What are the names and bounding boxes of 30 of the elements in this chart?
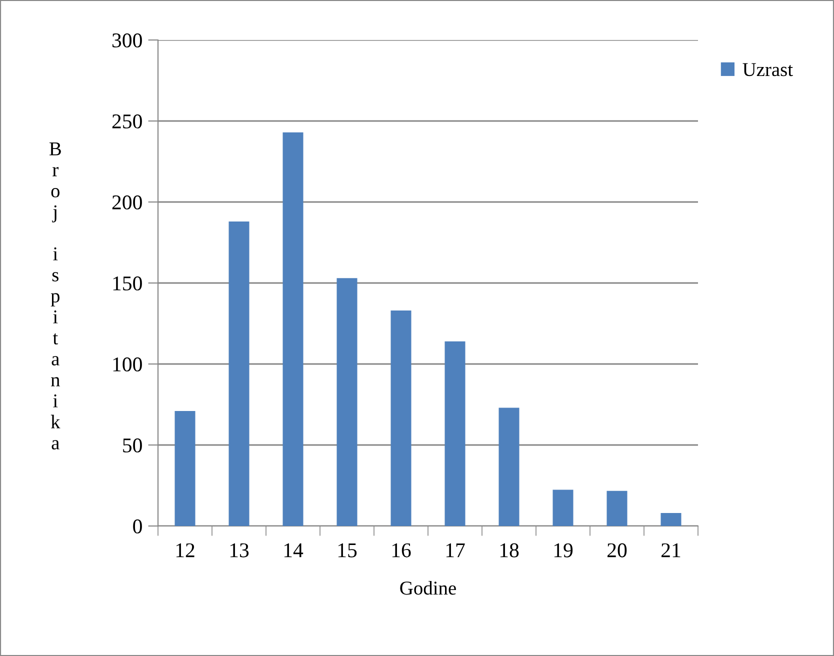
y-tick-label: 50 — [123, 438, 142, 452]
legend-label: Uzrast — [742, 63, 793, 76]
x-tick-label: 19 — [554, 543, 573, 558]
y-tick-label: 0 — [133, 519, 142, 534]
x-tick-label: 14 — [284, 543, 304, 558]
x-tick-label: 21 — [662, 543, 680, 558]
bar — [282, 132, 304, 526]
x-tick-label: 16 — [392, 543, 411, 558]
bar — [660, 513, 682, 526]
y-tick-label: 300 — [112, 33, 142, 48]
x-tick-label: 15 — [338, 543, 357, 558]
x-tick-label: 20 — [608, 543, 627, 558]
bar — [606, 490, 628, 526]
y-tick-label: 200 — [112, 195, 142, 210]
y-tick-label: 250 — [112, 114, 142, 128]
x-tick-label: 18 — [500, 543, 519, 558]
bar — [390, 310, 412, 526]
y-tick-label: 150 — [113, 276, 142, 290]
bar — [498, 408, 520, 526]
bar — [552, 490, 574, 526]
x-axis-title: Godine — [400, 581, 456, 595]
bar — [336, 278, 358, 526]
text: Broj ispitanika — [49, 142, 61, 450]
y-tick-label: 100 — [113, 357, 142, 372]
bar — [444, 341, 466, 526]
bar — [228, 221, 250, 526]
x-tick-label: 17 — [446, 543, 465, 558]
x-tick-label: 12 — [176, 543, 194, 558]
bar — [174, 410, 196, 526]
x-tick-label: 13 — [230, 543, 249, 558]
